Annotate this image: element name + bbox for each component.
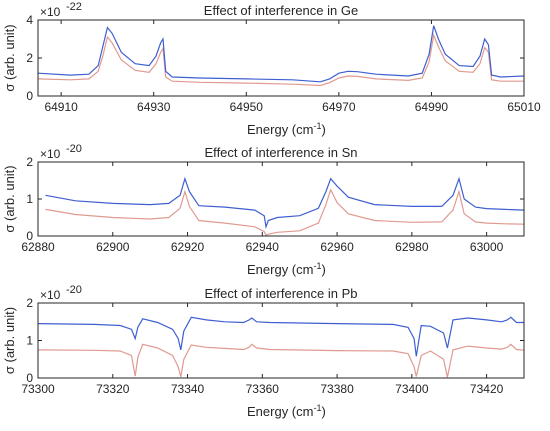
series-line-lower-sn	[45, 188, 524, 236]
y-tick-label: 2	[26, 155, 33, 169]
x-tick-label: 73360	[246, 382, 280, 396]
x-tick-label: 64910	[44, 100, 78, 114]
chart-title: Effect of interference in Sn	[205, 145, 358, 160]
series-line-upper-sn	[45, 176, 524, 230]
x-axis-label-close: )	[321, 122, 325, 137]
x-axis-label-close: )	[321, 404, 325, 419]
chart-title: Effect of interference in Ge	[204, 3, 358, 18]
x-axis-label-sup: -1	[313, 121, 321, 131]
x-axis-label-sup: -1	[313, 403, 321, 413]
x-tick-label: 73420	[470, 382, 504, 396]
y-tick-label: 0	[26, 229, 33, 243]
x-tick-label: 64950	[230, 100, 264, 114]
y-tick-label: 2	[26, 296, 33, 310]
y-axis-label: σ (arb. unit)	[2, 24, 17, 91]
exponent-power: -20	[66, 284, 82, 296]
y-tick-label: 4	[26, 13, 33, 27]
x-tick-label: 62920	[171, 240, 205, 254]
y-tick-label: 0	[26, 371, 33, 385]
exponent-power: -22	[66, 1, 82, 13]
x-tick-label: 64990	[415, 100, 449, 114]
x-tick-label: 62880	[21, 240, 55, 254]
series-line-upper-ge	[38, 25, 524, 83]
x-axis-label-main: Energy (cm	[247, 404, 313, 419]
y-tick-label: 2	[26, 51, 33, 65]
x-tick-label: 73300	[21, 382, 55, 396]
y-axis-label: σ (arb. unit)	[2, 307, 17, 374]
x-axis-label-close: )	[321, 262, 325, 277]
x-tick-label: 64970	[322, 100, 356, 114]
series-line-lower-ge	[38, 33, 524, 87]
x-tick-label: 73380	[320, 382, 354, 396]
exponent-base: ×10	[40, 5, 61, 19]
chart-title: Effect of interference in Pb	[205, 286, 358, 301]
y-tick-label: 1	[26, 334, 33, 348]
x-axis-label-sup: -1	[313, 261, 321, 271]
chart-panel-pb: 73300 73320 73340 73360 73380 73400 73420 0 1 2 ×1…	[2, 284, 525, 419]
x-tick-label: 62940	[246, 240, 280, 254]
y-tick-label: 1	[26, 192, 33, 206]
series-line-upper-pb	[38, 316, 524, 357]
x-axis-label: Energy (cm-1)	[247, 261, 326, 277]
x-tick-label: 64930	[137, 100, 171, 114]
series-line-lower-pb	[38, 343, 524, 378]
x-tick-label: 63000	[470, 240, 504, 254]
x-axis-label-main: Energy (cm	[247, 122, 313, 137]
exponent-power: -20	[66, 143, 82, 155]
axes-frame-sn	[37, 161, 525, 237]
x-tick-label: 73320	[96, 382, 130, 396]
x-tick-label: 62900	[96, 240, 130, 254]
x-tick-label: 62960	[320, 240, 354, 254]
x-axis-label: Energy (cm-1)	[247, 121, 326, 137]
x-tick-label: 73400	[395, 382, 429, 396]
x-tick-label: 73340	[171, 382, 205, 396]
axes-frame-pb	[37, 302, 525, 379]
chart-panel-ge: 64910 64930 64950 64970 64990 65010 0 2 4 ×10 -22 E…	[2, 1, 541, 137]
x-axis-label-main: Energy (cm	[247, 262, 313, 277]
chart-panel-sn: 62880 62900 62920 62940 62960 62980 63000 0 1 2 ×1…	[2, 143, 525, 277]
x-tick-label: 65010	[507, 100, 541, 114]
y-tick-label: 0	[26, 89, 33, 103]
y-axis-label: σ (arb. unit)	[2, 165, 17, 232]
x-tick-label: 62980	[395, 240, 429, 254]
exponent-base: ×10	[40, 288, 61, 302]
x-axis-label: Energy (cm-1)	[247, 403, 326, 419]
exponent-base: ×10	[40, 147, 61, 161]
